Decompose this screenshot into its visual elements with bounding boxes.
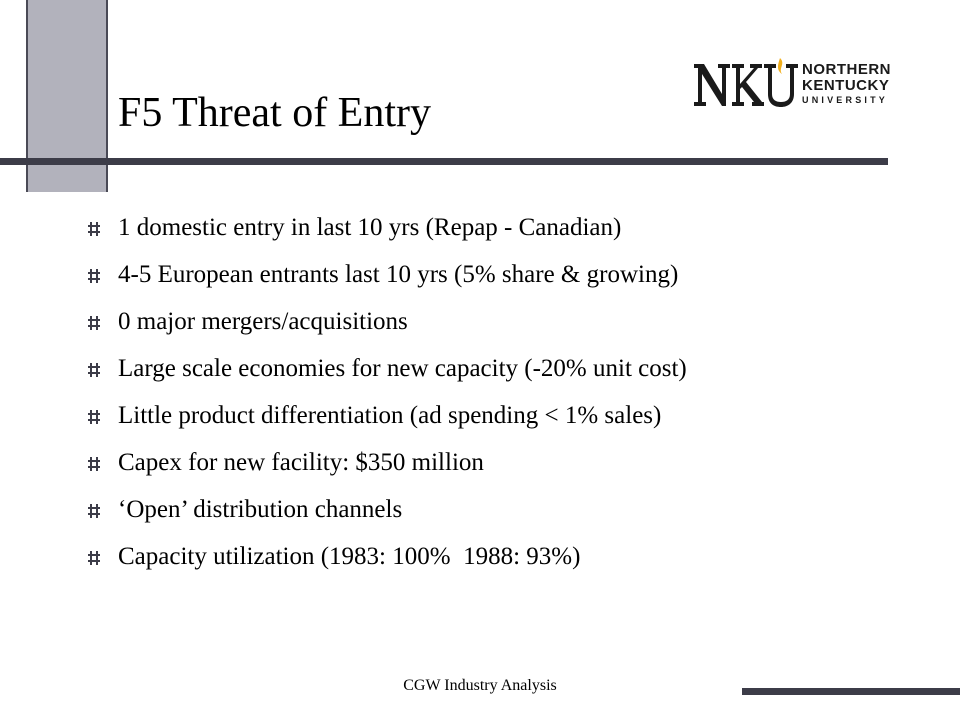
logo-line-2: KENTUCKY	[802, 77, 890, 94]
bullet-item: 0 major mergers/acquisitions	[88, 298, 908, 345]
bullet-icon	[88, 316, 100, 330]
bullet-text: 1 domestic entry in last 10 yrs (Repap -…	[118, 214, 622, 241]
bullet-text: Capex for new facility: $350 million	[118, 449, 484, 476]
bullet-icon	[88, 363, 100, 377]
logo-line-3: UNIVERSITY	[802, 95, 889, 105]
bullet-item: ‘Open’ distribution channels	[88, 486, 908, 533]
bullet-icon	[88, 222, 100, 236]
bullet-icon	[88, 504, 100, 518]
bullet-text: ‘Open’ distribution channels	[118, 496, 403, 523]
bullet-icon	[88, 551, 100, 565]
bullet-text: 4-5 European entrants last 10 yrs (5% sh…	[118, 261, 679, 288]
bullet-text: Large scale economies for new capacity (…	[118, 355, 687, 382]
bullet-icon	[88, 410, 100, 424]
bullet-text: 0 major mergers/acquisitions	[118, 308, 408, 335]
bullet-item: Little product differentiation (ad spend…	[88, 392, 908, 439]
bullet-text: Little product differentiation (ad spend…	[118, 402, 662, 429]
logo-wordmark: NORTHERN KENTUCKY UNIVERSITY	[802, 62, 891, 106]
slide-footer: CGW Industry Analysis	[403, 677, 557, 694]
bullet-text: Capacity utilization (1983: 100% 1988: 9…	[118, 543, 581, 570]
bullet-icon	[88, 457, 100, 471]
bullet-item: Capacity utilization (1983: 100% 1988: 9…	[88, 533, 908, 580]
footer-rule	[742, 688, 960, 695]
bullet-item: 4-5 European entrants last 10 yrs (5% sh…	[88, 251, 908, 298]
nku-logo: NORTHERN KENTUCKY UNIVERSITY	[692, 56, 932, 112]
title-rule	[0, 158, 888, 165]
bullet-list: 1 domestic entry in last 10 yrs (Repap -…	[88, 204, 908, 580]
bullet-item: Large scale economies for new capacity (…	[88, 345, 908, 392]
nku-logo-mark	[694, 58, 798, 107]
bullet-item: 1 domestic entry in last 10 yrs (Repap -…	[88, 204, 908, 251]
logo-line-1: NORTHERN	[802, 61, 891, 78]
slide-title: F5 Threat of Entry	[118, 90, 431, 136]
bullet-icon	[88, 269, 100, 283]
bullet-item: Capex for new facility: $350 million	[88, 439, 908, 486]
